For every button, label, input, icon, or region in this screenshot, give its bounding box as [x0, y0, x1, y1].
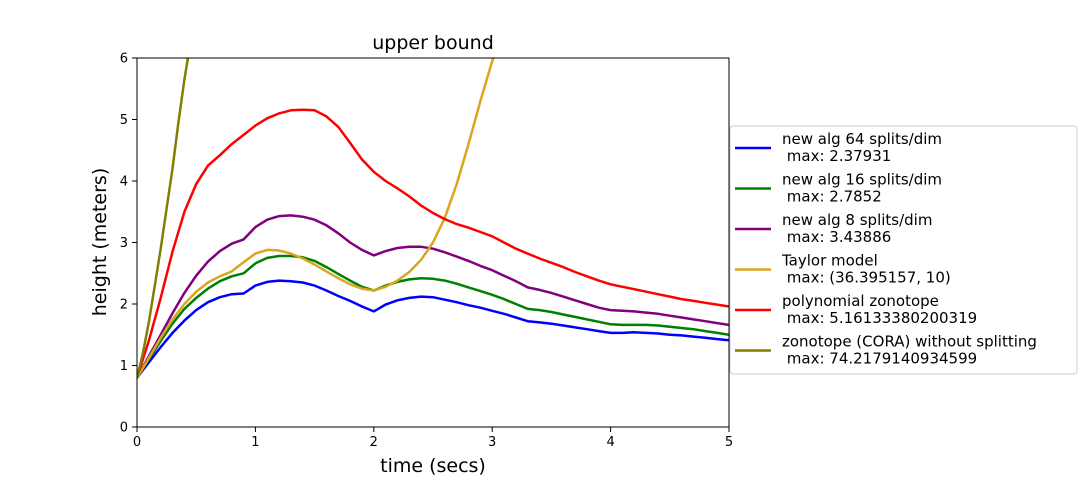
series-line-4	[137, 58, 495, 380]
x-tick-label: 1	[251, 435, 259, 450]
x-tick-label: 3	[488, 435, 496, 450]
y-axis: 0 1 2 3 4 5 6	[120, 52, 137, 436]
legend-label: polynomial zonotope max: 5.1613338020031…	[782, 292, 977, 327]
series-line-2	[137, 254, 729, 380]
legend-label: zonotope (CORA) without splitting max: 7…	[782, 333, 1037, 368]
legend-label: new alg 8 splits/dim max: 3.43886	[782, 211, 932, 246]
legend-label: new alg 16 splits/dim max: 2.7852	[782, 171, 942, 206]
x-tick-label: 4	[606, 435, 614, 450]
y-tick-label: 0	[120, 421, 128, 436]
x-tick-label: 2	[370, 435, 378, 450]
legend-frame	[729, 125, 1078, 375]
x-axis: 0 1 2 3 4 5	[133, 427, 733, 450]
x-axis-label: time (secs)	[380, 455, 486, 477]
series-line-3	[137, 214, 729, 380]
y-axis-label: height (meters)	[89, 168, 111, 316]
legend: new alg 64 splits/dim max: 2.37931 new al…	[729, 125, 1078, 375]
series-line-5	[137, 108, 729, 380]
x-tick-label: 0	[133, 435, 141, 450]
y-tick-label: 6	[120, 52, 128, 67]
legend-label: Taylor model max: (36.395157, 10)	[781, 252, 951, 287]
chart-title: upper bound	[372, 32, 494, 54]
y-tick-label: 3	[120, 236, 128, 251]
legend-label: new alg 64 splits/dim max: 2.37931	[782, 130, 942, 165]
y-tick-label: 4	[120, 175, 128, 190]
y-tick-label: 1	[120, 359, 128, 374]
x-tick-label: 5	[725, 435, 733, 450]
y-tick-label: 2	[120, 298, 128, 313]
series-line-6	[137, 58, 190, 380]
series-line-1	[137, 279, 729, 380]
y-tick-label: 5	[120, 113, 128, 128]
series-layer	[137, 58, 729, 380]
